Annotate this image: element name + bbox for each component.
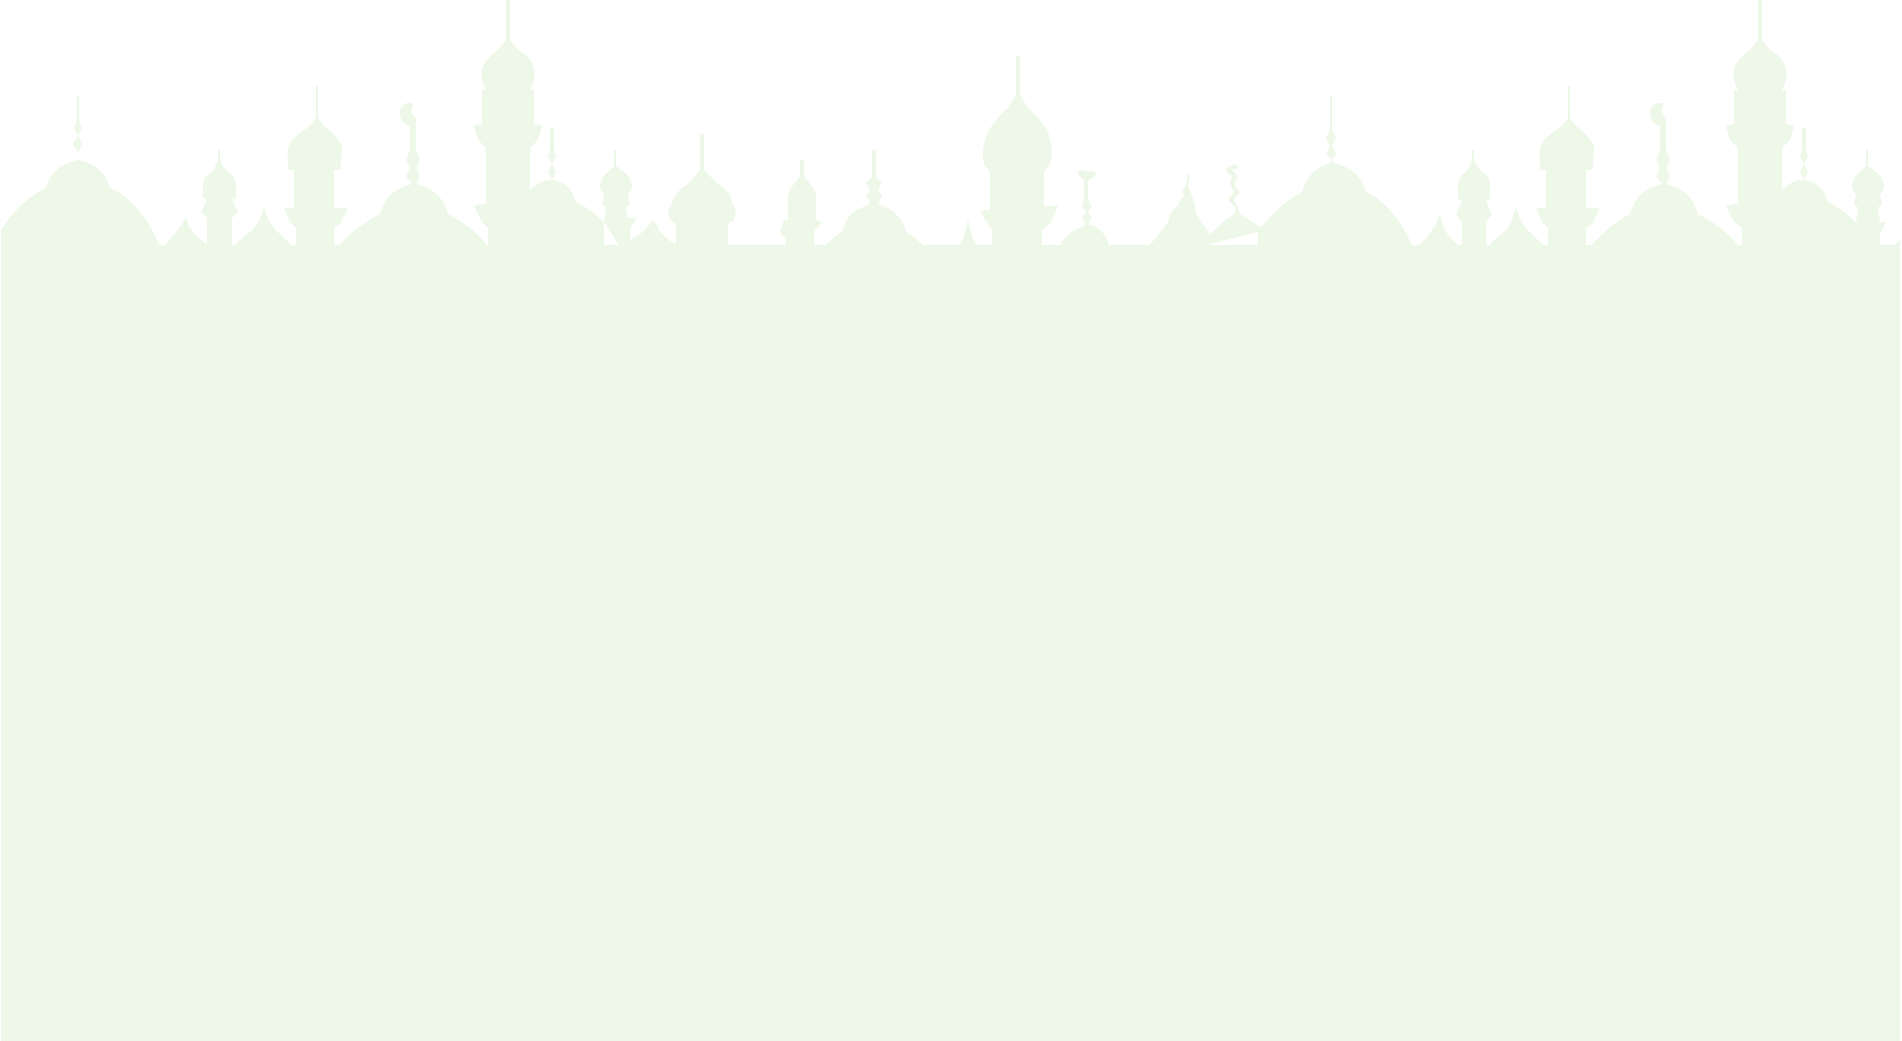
skyline-silhouette [1, 0, 1900, 1041]
page-background [1, 0, 1900, 1041]
mosque-skyline-icon [1, 0, 1900, 1041]
